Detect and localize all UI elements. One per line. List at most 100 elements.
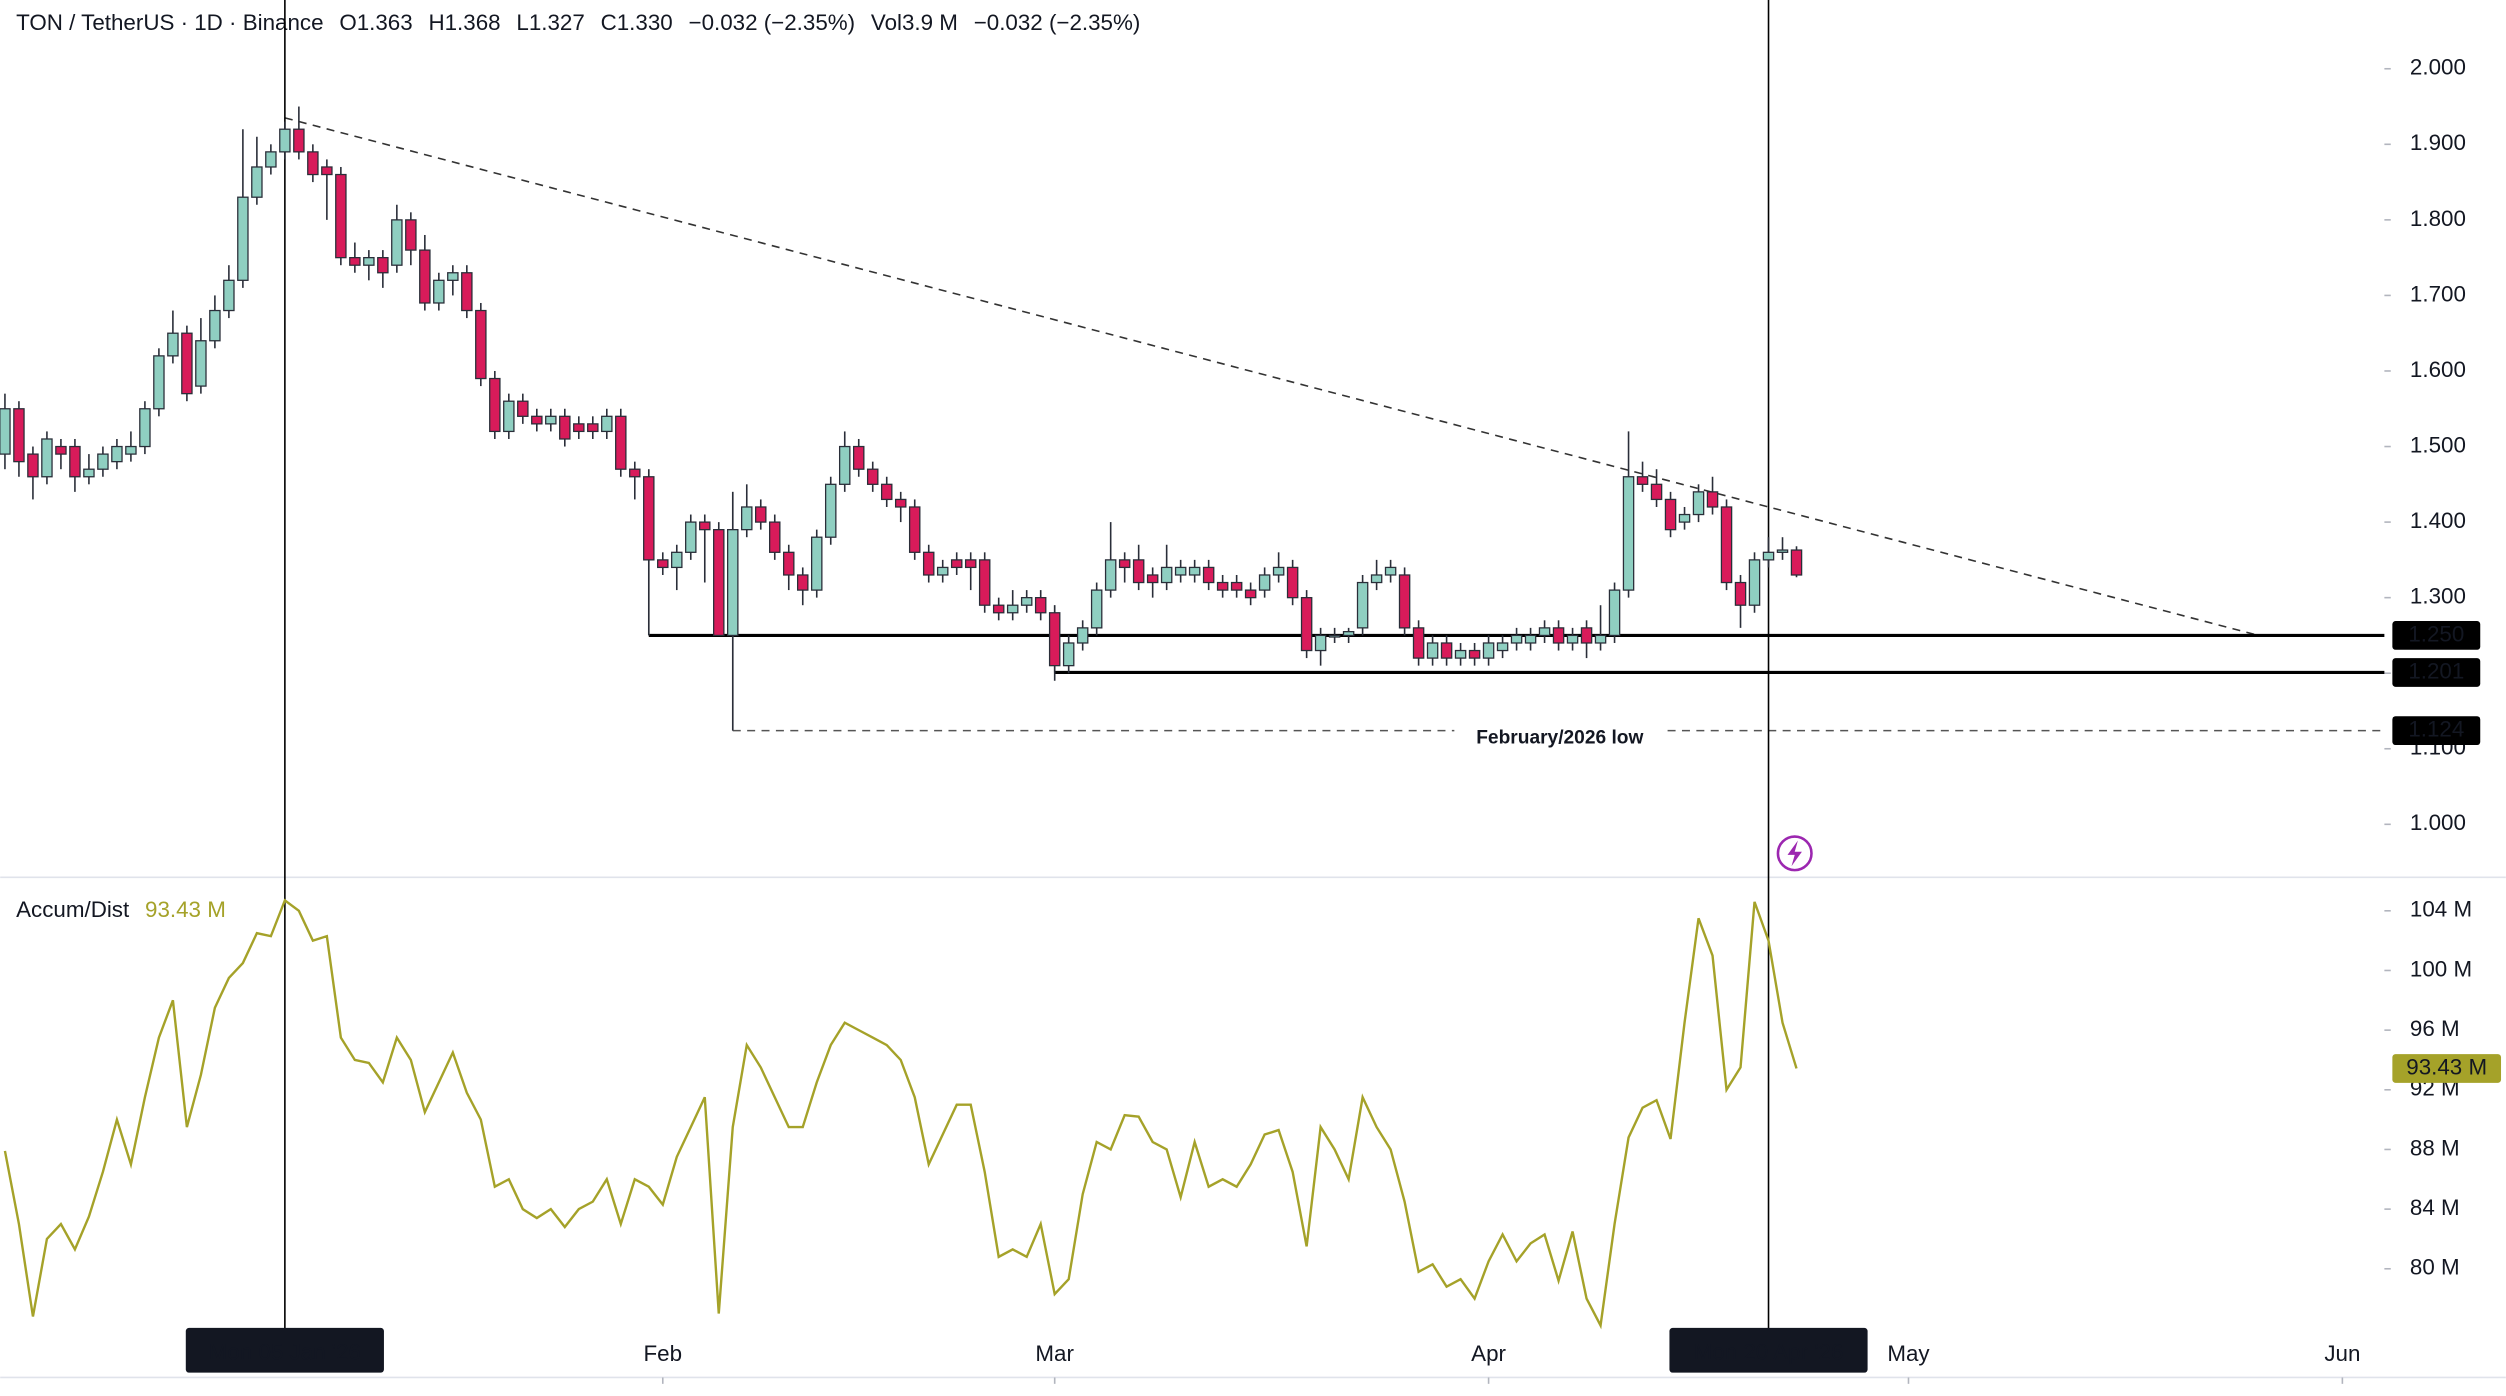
candle-body bbox=[992, 604, 1005, 614]
candle-body bbox=[1734, 581, 1747, 606]
candle-body bbox=[1216, 581, 1229, 591]
candle-body bbox=[1230, 581, 1243, 591]
candle-body bbox=[503, 400, 515, 433]
candle-body bbox=[615, 415, 627, 470]
candle-body bbox=[1468, 649, 1481, 659]
candle-body bbox=[1160, 566, 1173, 584]
candle-body bbox=[810, 536, 823, 591]
candle-body bbox=[321, 166, 333, 176]
candle-body bbox=[1146, 574, 1159, 584]
candle-body bbox=[419, 249, 431, 304]
x-tick-label: May bbox=[1887, 1341, 1930, 1366]
candle-body bbox=[1776, 549, 1789, 553]
candle-body bbox=[1594, 634, 1607, 644]
candle-body bbox=[461, 272, 473, 312]
candle-body bbox=[1720, 506, 1733, 584]
candle-body bbox=[265, 151, 277, 168]
y-tick-label: 1.800 bbox=[2410, 206, 2466, 231]
candle-body bbox=[1482, 642, 1495, 659]
candle-body bbox=[1650, 483, 1663, 501]
candle-body bbox=[685, 521, 697, 553]
x-tick-label: Jun bbox=[2324, 1341, 2360, 1366]
level-price-box bbox=[2392, 658, 2481, 687]
candle-body bbox=[769, 521, 781, 553]
candle-body bbox=[1426, 642, 1439, 659]
candle-body bbox=[587, 423, 599, 433]
candle-body bbox=[1076, 627, 1089, 644]
candle-body bbox=[573, 423, 585, 433]
candle-body bbox=[1608, 589, 1621, 637]
candle-body bbox=[433, 279, 445, 304]
candle-body bbox=[83, 468, 95, 478]
level-price-box bbox=[2392, 621, 2481, 650]
crosshair-date-box bbox=[1669, 1327, 1868, 1373]
candle-body bbox=[894, 498, 907, 508]
candle-body bbox=[1510, 634, 1523, 644]
candle-body bbox=[447, 272, 459, 281]
y2-tick-label: 100 M bbox=[2410, 956, 2472, 981]
candle-body bbox=[363, 257, 375, 266]
candle-body bbox=[1356, 581, 1369, 629]
candle-body bbox=[908, 506, 921, 553]
candle-body bbox=[111, 445, 123, 463]
y2-tick-label: 88 M bbox=[2410, 1135, 2460, 1160]
y-tick-label: 1.700 bbox=[2410, 281, 2466, 306]
candle-body bbox=[153, 355, 165, 410]
candle-body bbox=[531, 415, 543, 425]
candle-body bbox=[824, 483, 837, 538]
level-note: February/2026 low bbox=[1476, 728, 1643, 749]
candle-body bbox=[1090, 589, 1103, 629]
candle-body bbox=[405, 219, 417, 251]
candle-body bbox=[950, 559, 963, 569]
alert-bolt[interactable] bbox=[1787, 840, 1802, 867]
candle-body bbox=[97, 453, 109, 470]
candle-body bbox=[1034, 597, 1047, 614]
crosshair-date-label: Mon 05 Jan '26 bbox=[209, 1339, 361, 1364]
candle-body bbox=[1328, 634, 1341, 638]
candle-body bbox=[1538, 627, 1551, 637]
indicator-value-box bbox=[2392, 1054, 2502, 1083]
candle-body bbox=[1384, 566, 1397, 576]
candle-body bbox=[223, 279, 235, 312]
candle-body bbox=[293, 128, 305, 153]
candle-body bbox=[1370, 574, 1383, 584]
candle-body bbox=[852, 445, 865, 470]
candle-body bbox=[335, 173, 347, 259]
candle-body bbox=[601, 415, 613, 433]
candle-body bbox=[251, 166, 263, 198]
candle-body bbox=[1314, 634, 1327, 652]
candle-body bbox=[125, 445, 137, 455]
x-tick-label: Feb bbox=[644, 1341, 683, 1366]
candle-body bbox=[279, 128, 291, 153]
candle-body bbox=[27, 453, 39, 478]
candle-body bbox=[139, 408, 151, 448]
candle-body bbox=[69, 445, 81, 478]
y-tick-label: 1.000 bbox=[2410, 810, 2466, 835]
candles bbox=[0, 106, 1803, 731]
candle-body bbox=[1496, 642, 1509, 652]
candle-body bbox=[13, 408, 25, 463]
x-tick-label: Mar bbox=[1035, 1341, 1074, 1366]
candle-body bbox=[1118, 559, 1131, 569]
candle-body bbox=[1692, 491, 1705, 516]
candle-body bbox=[1790, 549, 1803, 576]
indicator-legend: Accum/Dist 93.43 M bbox=[16, 897, 226, 922]
y-tick-label: 1.400 bbox=[2410, 508, 2466, 533]
candle-body bbox=[1020, 597, 1033, 606]
level-price-label: 1.201 bbox=[2408, 658, 2464, 683]
indicator-name: Accum/Dist bbox=[16, 897, 130, 922]
candle-body bbox=[1272, 566, 1285, 576]
level-note-bg bbox=[1454, 727, 1666, 750]
candle-body bbox=[741, 506, 753, 531]
volume-change: −0.032 (−2.35%) bbox=[974, 10, 1141, 35]
candle-body bbox=[727, 529, 739, 637]
level-price-label: 1.250 bbox=[2408, 621, 2464, 646]
candle-body bbox=[377, 257, 389, 274]
candle-body bbox=[936, 566, 949, 576]
candle-body bbox=[209, 309, 221, 342]
candle-body bbox=[1580, 627, 1593, 644]
indicator-value-label: 93.43 M bbox=[2406, 1054, 2487, 1079]
alert-icon[interactable] bbox=[1776, 835, 1813, 872]
candle-body bbox=[964, 559, 977, 569]
level-price-box bbox=[2392, 716, 2481, 746]
